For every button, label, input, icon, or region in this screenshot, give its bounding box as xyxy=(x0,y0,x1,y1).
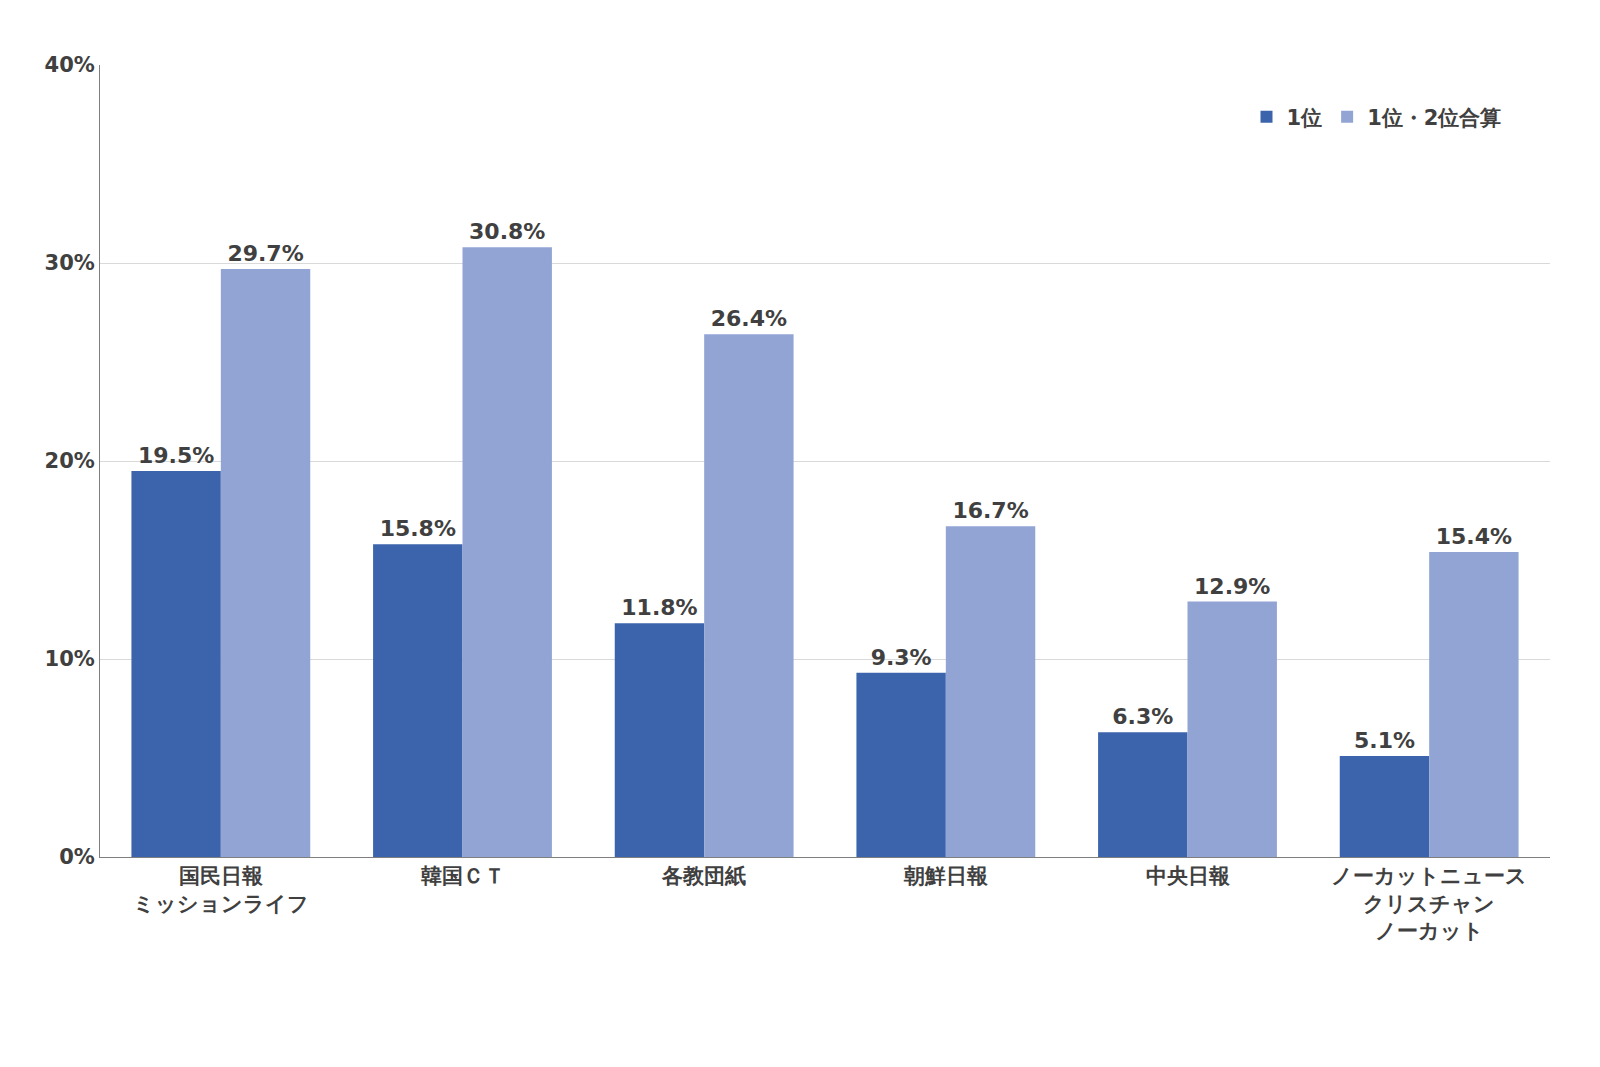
svg-text:26.4%: 26.4% xyxy=(711,306,787,331)
svg-text:40%: 40% xyxy=(45,53,95,77)
svg-text:6.3%: 6.3% xyxy=(1112,704,1173,729)
svg-text:30%: 30% xyxy=(45,251,95,275)
svg-text:12.9%: 12.9% xyxy=(1194,574,1270,599)
svg-text:1位・2位合算: 1位・2位合算 xyxy=(1367,106,1501,130)
svg-text:韓国ＣＴ: 韓国ＣＴ xyxy=(421,864,505,888)
svg-text:各教団紙: 各教団紙 xyxy=(661,864,746,888)
svg-text:16.7%: 16.7% xyxy=(952,498,1028,523)
svg-text:15.4%: 15.4% xyxy=(1436,524,1512,549)
svg-text:朝鮮日報: 朝鮮日報 xyxy=(903,864,988,888)
svg-text:19.5%: 19.5% xyxy=(138,443,214,468)
svg-text:ノーカットニュースクリスチャンノーカット: ノーカットニュースクリスチャンノーカット xyxy=(1331,864,1527,943)
svg-text:20%: 20% xyxy=(45,449,95,473)
svg-text:11.8%: 11.8% xyxy=(621,595,697,620)
svg-text:9.3%: 9.3% xyxy=(871,645,932,670)
svg-text:5.1%: 5.1% xyxy=(1354,728,1415,753)
svg-text:15.8%: 15.8% xyxy=(380,516,456,541)
svg-text:国民日報ミッションライフ: 国民日報ミッションライフ xyxy=(133,864,309,915)
svg-text:0%: 0% xyxy=(59,845,95,869)
svg-text:30.8%: 30.8% xyxy=(469,219,545,244)
svg-text:10%: 10% xyxy=(45,647,95,671)
svg-text:29.7%: 29.7% xyxy=(227,241,303,266)
svg-text:1位: 1位 xyxy=(1287,106,1323,130)
svg-text:中央日報: 中央日報 xyxy=(1146,864,1230,888)
